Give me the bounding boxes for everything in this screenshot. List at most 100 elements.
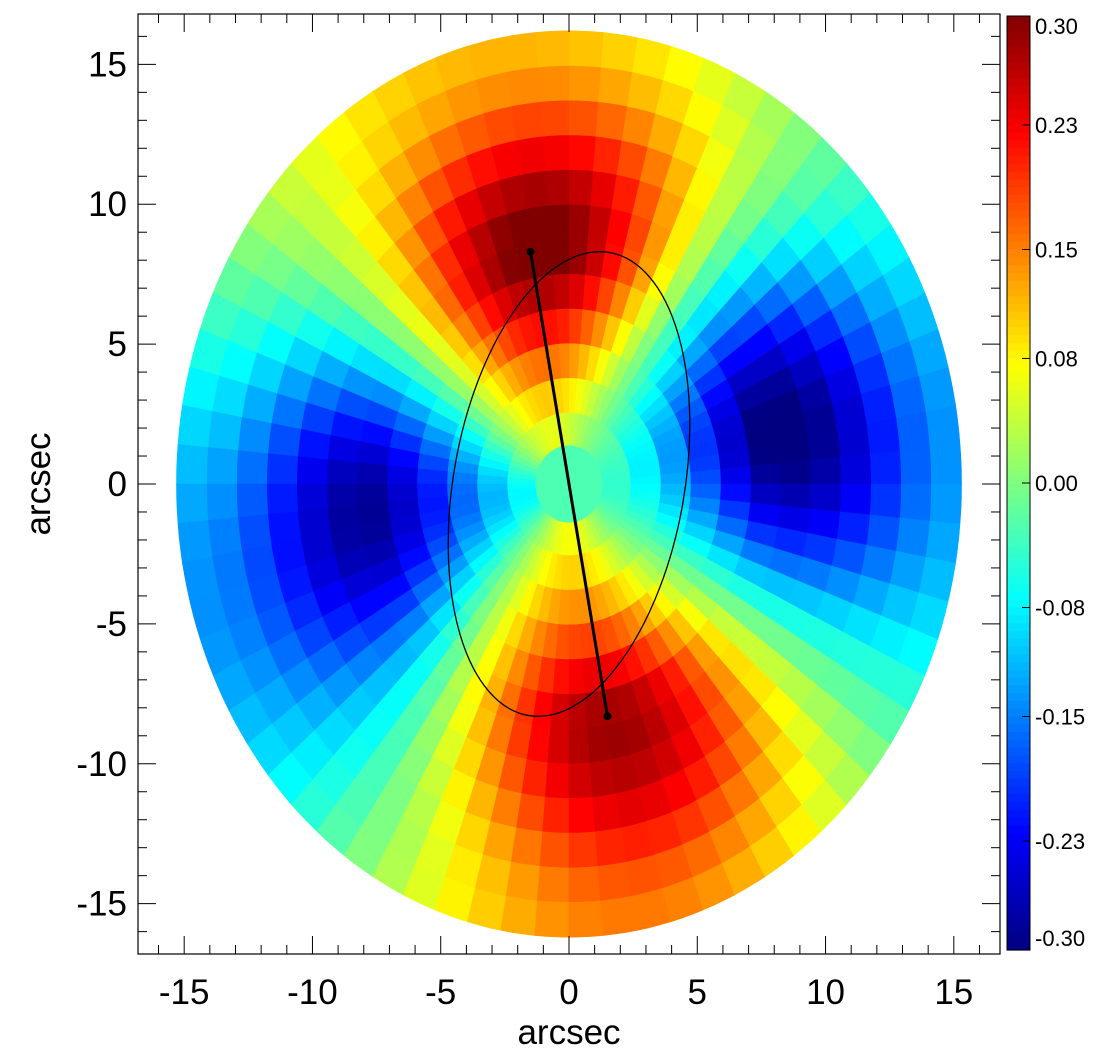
colorbar-segment bbox=[1007, 864, 1030, 873]
colorbar-segment bbox=[1007, 786, 1030, 795]
colorbar-segment bbox=[1007, 848, 1030, 858]
map-cell bbox=[176, 483, 209, 524]
colorbar-segment bbox=[1007, 856, 1030, 865]
colorbar-segment bbox=[1007, 654, 1030, 663]
map-cell bbox=[416, 468, 448, 485]
colorbar-segment bbox=[1007, 841, 1030, 850]
colorbar-segment bbox=[1007, 210, 1030, 219]
map-cell bbox=[595, 101, 628, 141]
colorbar-segment bbox=[1007, 911, 1030, 920]
map-cell bbox=[750, 462, 782, 485]
colorbar-segment bbox=[1007, 163, 1030, 173]
map-cell bbox=[568, 308, 583, 344]
y-tick-label: 10 bbox=[88, 185, 127, 224]
colorbar-segment bbox=[1007, 257, 1030, 266]
colorbar-segment bbox=[1007, 451, 1030, 461]
colorbar-segment bbox=[1007, 101, 1030, 110]
colorbar-segment bbox=[1007, 685, 1030, 694]
map-cell bbox=[869, 450, 902, 485]
colorbar-segment bbox=[1007, 249, 1030, 258]
colorbar-segment bbox=[1007, 483, 1030, 492]
colorbar-segment bbox=[1007, 770, 1030, 780]
colorbar-segment bbox=[1007, 607, 1030, 616]
map-cell bbox=[326, 483, 358, 509]
colorbar-segment bbox=[1007, 70, 1030, 79]
map-cell bbox=[505, 861, 541, 902]
map-cell bbox=[866, 417, 901, 454]
colorbar-segment bbox=[1007, 202, 1030, 212]
map-cell bbox=[177, 520, 213, 564]
colorbar-segment bbox=[1007, 171, 1030, 181]
colorbar-segment bbox=[1007, 39, 1030, 48]
map-cell bbox=[555, 624, 570, 660]
map-cell bbox=[206, 447, 239, 485]
map-cell bbox=[780, 459, 812, 485]
colorbar-segment bbox=[1007, 794, 1030, 803]
map-cell bbox=[600, 895, 638, 936]
colorbar-segment bbox=[1007, 809, 1030, 819]
map-cell bbox=[899, 483, 932, 521]
major-axis-line bbox=[529, 251, 609, 717]
colorbar-segment bbox=[1007, 303, 1030, 313]
colorbar-segment bbox=[1007, 490, 1030, 500]
colorbar-segment bbox=[1007, 739, 1030, 749]
map-cell bbox=[836, 511, 871, 545]
map-cell bbox=[568, 727, 591, 765]
colorbar-segment bbox=[1007, 615, 1030, 624]
map-cell bbox=[552, 658, 570, 695]
map-cell bbox=[516, 793, 546, 833]
map-cell bbox=[929, 483, 962, 524]
map-cell bbox=[505, 66, 541, 107]
colorbar-segment bbox=[1007, 218, 1030, 227]
colorbar-segment bbox=[1007, 296, 1030, 305]
colorbar-segment bbox=[1007, 350, 1030, 360]
colorbar-segment bbox=[1007, 117, 1030, 126]
colorbar-segment bbox=[1007, 179, 1030, 188]
colorbar-segment bbox=[1007, 537, 1030, 546]
map-cell bbox=[592, 135, 622, 175]
map-cell bbox=[510, 101, 543, 141]
colorbar-segment bbox=[1007, 459, 1030, 469]
map-cell bbox=[177, 404, 213, 448]
map-cell bbox=[544, 762, 570, 799]
colorbar-segment bbox=[1007, 397, 1030, 406]
x-tick-label: -15 bbox=[159, 973, 210, 1012]
colorbar-segment bbox=[1007, 195, 1030, 204]
colorbar-segment bbox=[1007, 148, 1030, 157]
colorbar-segment bbox=[1007, 568, 1030, 577]
colorbar-segment bbox=[1007, 708, 1030, 718]
y-tick-label: 5 bbox=[108, 325, 127, 364]
map-cell bbox=[568, 99, 599, 137]
colorbar-segment bbox=[1007, 86, 1030, 95]
colorbar-segment bbox=[1007, 623, 1030, 632]
colorbar-segment bbox=[1007, 755, 1030, 764]
colorbar-segment bbox=[1007, 280, 1030, 290]
colorbar-segment bbox=[1007, 646, 1030, 655]
map-cell bbox=[237, 514, 272, 551]
map-cell bbox=[568, 831, 599, 869]
map-cell bbox=[869, 483, 902, 518]
y-tick-label: -5 bbox=[96, 605, 127, 644]
map-cell bbox=[534, 30, 570, 68]
colorbar-tick-label: 0.30 bbox=[1035, 14, 1078, 39]
map-cell bbox=[568, 134, 596, 172]
map-cell bbox=[537, 866, 570, 903]
colorbar-segment bbox=[1007, 638, 1030, 648]
y-tick-labels: 15 10 5 0 -5 -10 -15 bbox=[76, 45, 127, 923]
colorbar-segment bbox=[1007, 428, 1030, 437]
map-cell bbox=[600, 32, 638, 73]
fit-ellipse bbox=[447, 251, 691, 717]
colorbar-segment bbox=[1007, 498, 1030, 507]
colorbar-segment bbox=[1007, 311, 1030, 321]
x-tick-labels: -15 -10 -5 0 5 10 15 bbox=[159, 973, 973, 1012]
colorbar-segment bbox=[1007, 903, 1030, 912]
colorbar-segment bbox=[1007, 140, 1030, 149]
map-cell bbox=[896, 410, 931, 451]
colorbar-segment bbox=[1007, 420, 1030, 430]
colorbar-segment bbox=[1007, 879, 1030, 889]
map-cell bbox=[925, 404, 961, 448]
map-cell bbox=[568, 762, 594, 799]
colorbar-segment bbox=[1007, 124, 1030, 134]
map-cell bbox=[839, 453, 872, 485]
